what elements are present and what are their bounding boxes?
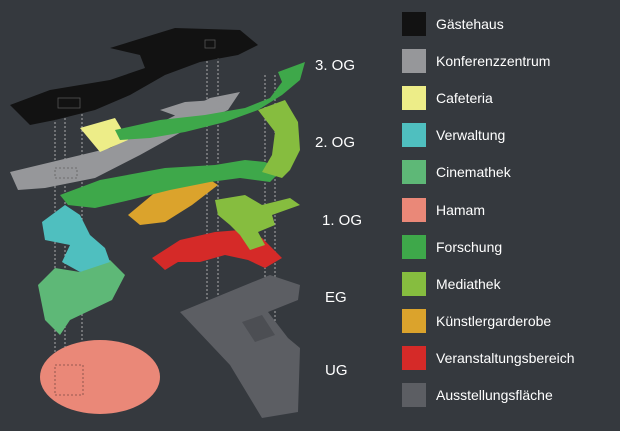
- legend-item-hamam: Hamam: [402, 198, 617, 224]
- legend-item-veranstaltungsbereich: Veranstaltungsbereich: [402, 346, 617, 372]
- eg-cinemathek-shape: [38, 260, 125, 335]
- eg-exhibition-notch: [242, 315, 275, 342]
- og3-konferenz-shape: [160, 100, 230, 118]
- legend-item-cinemathek: Cinemathek: [402, 160, 617, 186]
- og3-shaft-2: [204, 39, 216, 49]
- legend-label: Mediathek: [436, 276, 501, 292]
- legend-label: Verwaltung: [436, 127, 506, 143]
- floor-label-1og: 1. OG: [322, 212, 363, 229]
- legend-swatch: [402, 123, 426, 147]
- legend-item-ausstellungsflaeche: Ausstellungsfläche: [402, 383, 617, 409]
- legend-item-kuenstlergarderobe: Künstlergarderobe: [402, 309, 617, 335]
- legend-swatch: [402, 309, 426, 333]
- og1-mediathek-shape: [215, 195, 300, 250]
- legend-item-forschung: Forschung: [402, 235, 617, 261]
- legend-item-konferenzzentrum: Konferenzzentrum: [402, 49, 617, 75]
- og1-veranstaltung-shape: [152, 230, 282, 270]
- legend-swatch: [402, 346, 426, 370]
- floor-label-ug: UG: [325, 362, 348, 379]
- legend-label: Cinemathek: [436, 164, 511, 180]
- floor-label-eg: EG: [325, 289, 347, 306]
- legend-label: Ausstellungsfläche: [436, 387, 553, 403]
- ug-shaft: [54, 364, 84, 396]
- legend-swatch: [402, 12, 426, 36]
- legend-item-gaestehaus: Gästehaus: [402, 12, 617, 38]
- floor-label-2og: 2. OG: [315, 134, 356, 151]
- ug-hamam-shape: [40, 340, 160, 414]
- legend-item-mediathek: Mediathek: [402, 272, 617, 298]
- legend-label: Hamam: [436, 202, 486, 218]
- og3-gaestehaus-shape: [10, 28, 258, 125]
- legend-label: Künstlergarderobe: [436, 313, 552, 329]
- legend-swatch: [402, 198, 426, 222]
- legend-label: Cafeteria: [436, 90, 493, 106]
- og1-verwaltung-shape: [42, 205, 110, 272]
- floor-label-3og: 3. OG: [315, 57, 356, 74]
- legend-swatch: [402, 383, 426, 407]
- legend-swatch: [402, 235, 426, 259]
- legend-label: Forschung: [436, 239, 503, 255]
- eg-exhibition-shape: [180, 275, 300, 418]
- legend-swatch: [402, 49, 426, 73]
- og2-mediathek-shape: [258, 100, 300, 178]
- og2-cafeteria-shape: [80, 118, 128, 152]
- legend-label: Veranstaltungsbereich: [436, 350, 575, 366]
- og2-forschung-shape: [60, 160, 282, 208]
- legend-item-cafeteria: Cafeteria: [402, 86, 617, 112]
- legend-label: Gästehaus: [436, 16, 504, 32]
- legend-item-verwaltung: Verwaltung: [402, 123, 617, 149]
- og3-shaft: [57, 97, 81, 109]
- legend-swatch: [402, 272, 426, 296]
- og1-garderobe-shape: [128, 172, 218, 225]
- legend-label: Konferenzzentrum: [436, 53, 551, 69]
- og3-forschung-shape: [115, 62, 305, 140]
- legend-swatch: [402, 86, 426, 110]
- legend-swatch: [402, 160, 426, 184]
